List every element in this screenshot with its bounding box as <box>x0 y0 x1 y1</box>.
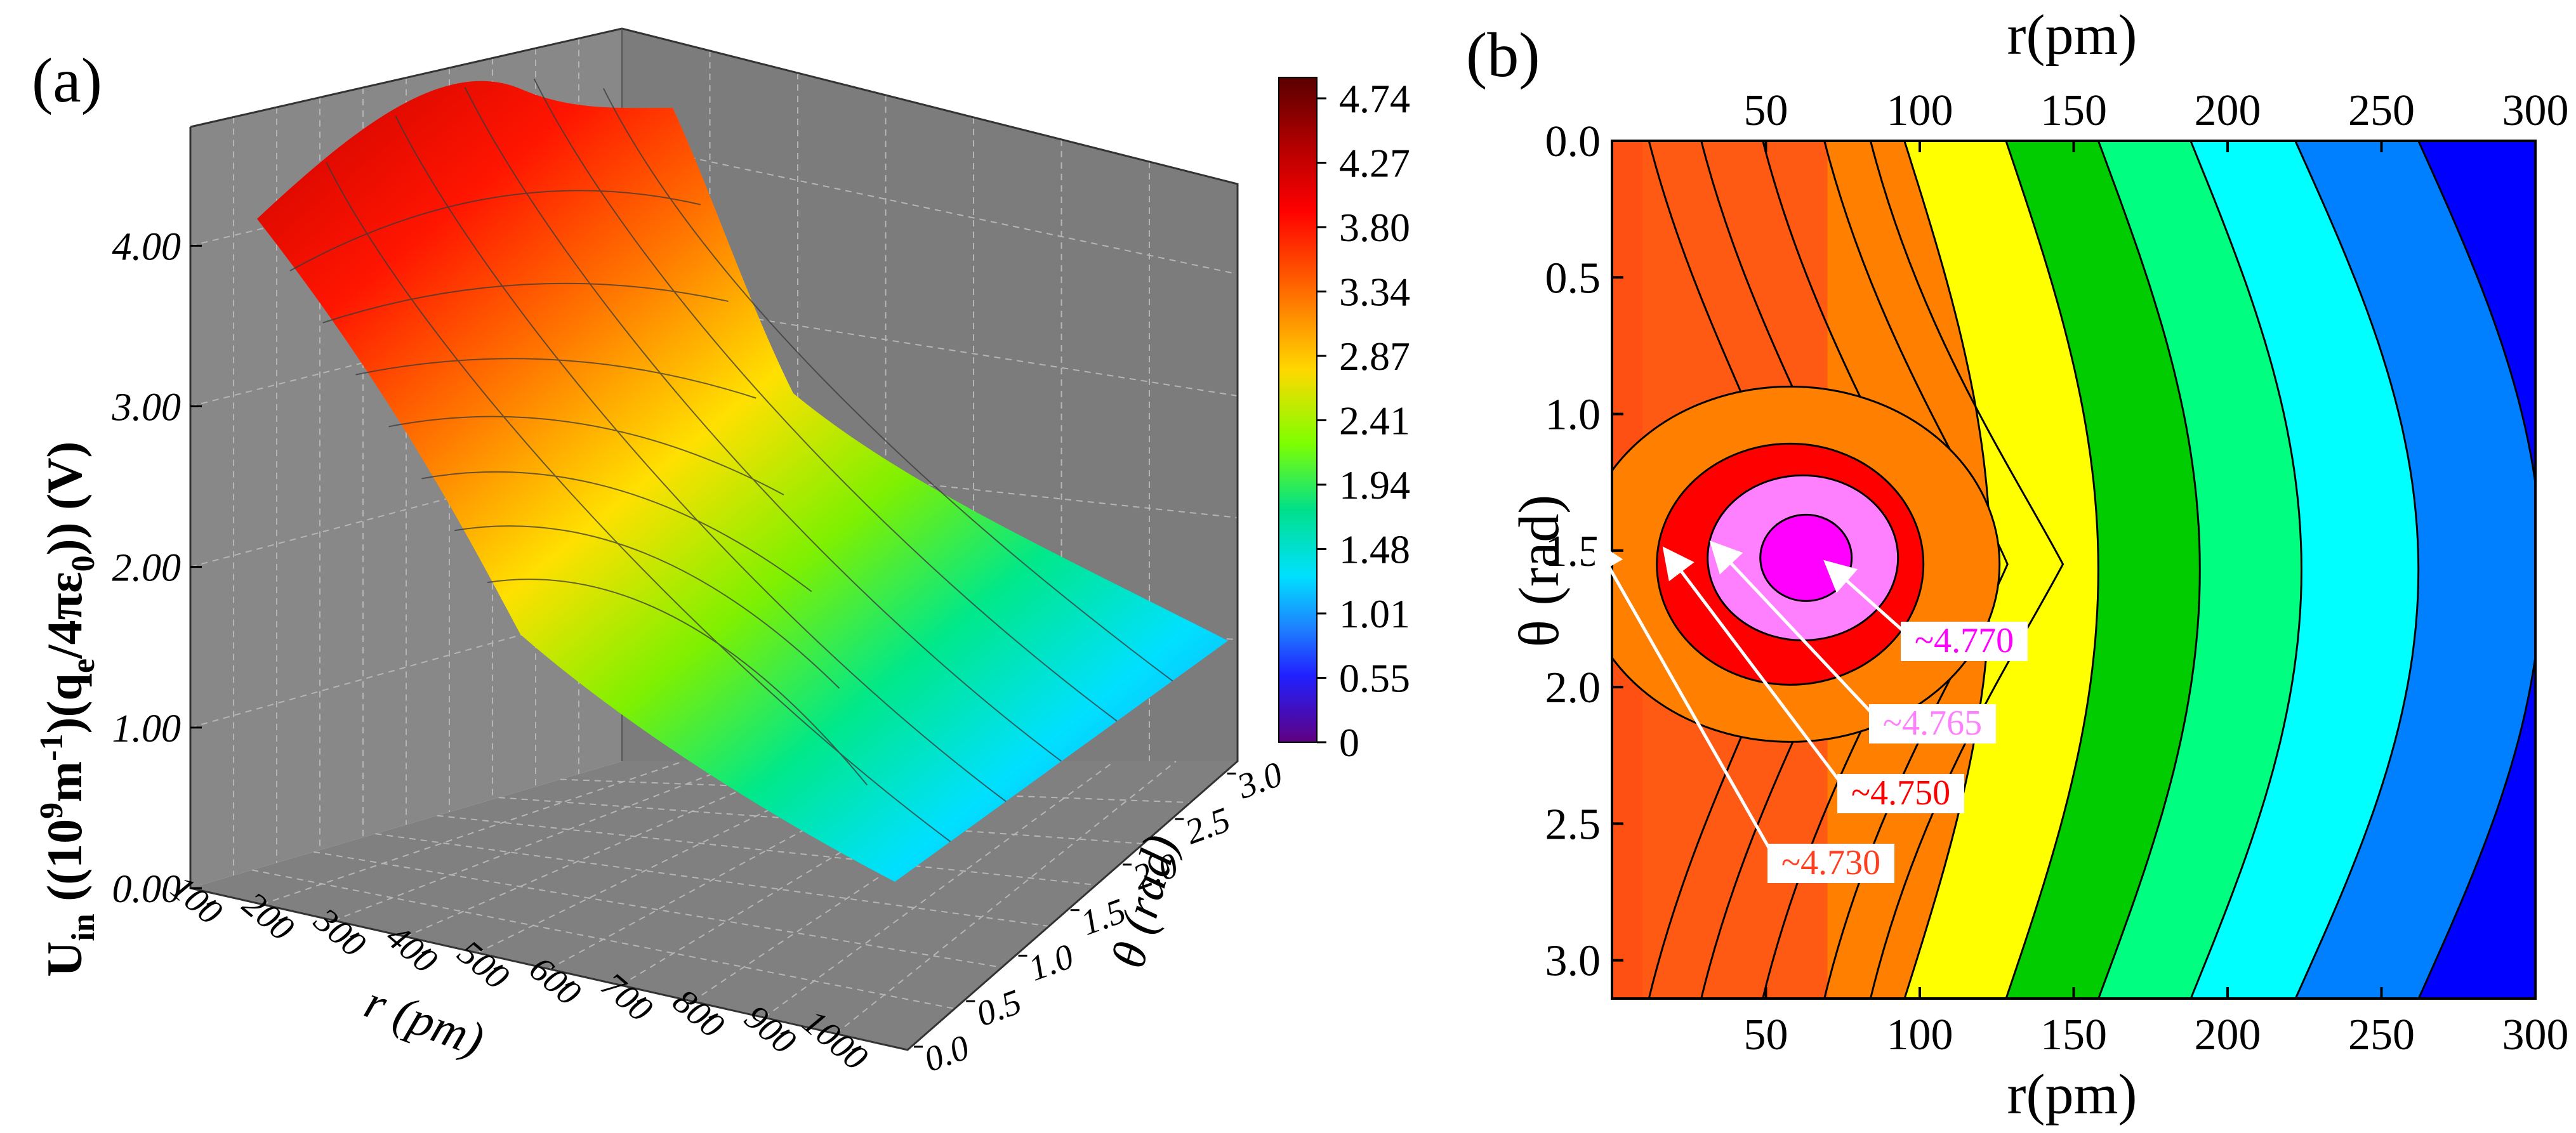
colorbar-tick-label: 1.94 <box>1339 462 1410 508</box>
z-tick-label: 1.00 <box>112 707 182 750</box>
contour-band <box>2295 141 2535 999</box>
annotation-label: ~4.750 <box>1851 773 1950 813</box>
contour-line <box>2005 141 2099 999</box>
top-x-tick-label: 200 <box>2195 86 2261 135</box>
y-tick-label: 0.0 <box>1545 117 1601 166</box>
y-tick-label: 0.5 <box>1545 254 1601 303</box>
z-tick-label: 2.00 <box>112 547 182 590</box>
colorbar-tick-label: 2.41 <box>1339 398 1410 443</box>
panel-b-label: (b) <box>1466 20 1540 90</box>
top-x-tick-label: 100 <box>1887 86 1953 135</box>
panel-b: (b) 50 100 150 200 250 300 50 100 150 200 250 300 … <box>1466 4 2569 1126</box>
contour-line <box>2097 141 2201 999</box>
floor <box>190 761 1238 1050</box>
colorbar-tick-label: 4.74 <box>1339 76 1410 121</box>
contour-loop-4770 <box>1759 513 1853 602</box>
colorbar-tick-label: 3.80 <box>1339 205 1410 250</box>
colorbar <box>1278 77 1318 743</box>
top-x-tick-label: 150 <box>2040 86 2107 135</box>
y-tick-label: 3.0 <box>1545 937 1601 986</box>
contour-line <box>1869 141 2064 999</box>
colorbar-ticks: 4.74 4.27 3.80 3.34 2.87 2.41 1.94 1.48 1.01 0.55… <box>1317 76 1410 765</box>
annotation-box <box>1767 844 1894 883</box>
colorbar-tick-label: 4.27 <box>1339 141 1410 186</box>
annotation-arrow <box>1709 540 1877 718</box>
annotation-box <box>1869 704 1996 743</box>
y-tick-label: 1.5 <box>1545 527 1601 576</box>
colorbar-tick-label: 1.01 <box>1339 591 1410 636</box>
z-tick-label: 3.00 <box>112 386 182 429</box>
z-tick-label: 4.00 <box>112 225 182 268</box>
contour-annotations: ~4.770 ~4.765 ~4.750 ~4.730 <box>1593 539 2028 883</box>
bottom-x-tick-label: 50 <box>1744 1011 1788 1059</box>
bottom-x-tick-label: 150 <box>2040 1011 2107 1059</box>
theta-tick-label: 3.0 <box>1232 754 1288 807</box>
annotation-arrow <box>1662 546 1845 788</box>
top-x-tick-label: 250 <box>2348 86 2415 135</box>
bottom-x-tick-label: 300 <box>2502 1011 2569 1059</box>
theta-tick-label: 0.5 <box>971 982 1026 1034</box>
surface-mesh-lines <box>289 78 1173 842</box>
theta-tick-label: 1.0 <box>1024 936 1079 988</box>
colorbar-tick-label: 0.55 <box>1339 656 1410 701</box>
top-x-tick-label: 50 <box>1744 86 1788 135</box>
theta-tick-label: 2.5 <box>1180 800 1236 852</box>
colorbar-tick-label: 1.48 <box>1339 527 1410 572</box>
panel-a-label: (a) <box>32 45 102 115</box>
annotation-box <box>1901 622 2028 661</box>
left-y-ticks: 0.0 0.5 1.0 1.5 2.0 2.5 3.0 <box>1545 117 1623 986</box>
r-axis-label: r (pm) <box>358 975 491 1067</box>
z-axis-ticks: 0.00 1.00 2.00 3.00 4.00 <box>112 225 202 911</box>
contour-line <box>1823 141 2009 999</box>
colorbar-tick-label: 0 <box>1339 720 1359 765</box>
contour-plot <box>1612 141 2535 999</box>
top-x-label: r(pm) <box>2007 4 2137 67</box>
top-x-ticks: 50 100 150 200 250 300 <box>1744 86 2569 152</box>
bottom-x-tick-label: 200 <box>2195 1011 2261 1059</box>
z-axis-label: Uin ((109m-1)(qe/4πε0)) (V) <box>34 442 102 977</box>
bottom-x-label: r(pm) <box>2007 1063 2137 1126</box>
annotation-label: ~4.765 <box>1883 704 1982 743</box>
potential-surface <box>257 81 1228 882</box>
theta-tick-label: 0.0 <box>919 1028 974 1080</box>
y-tick-label: 2.5 <box>1545 800 1601 849</box>
annotation-arrow <box>1593 539 1776 858</box>
annotation-label: ~4.730 <box>1781 843 1880 882</box>
top-x-tick-label: 300 <box>2502 86 2569 135</box>
z-tick-label: 0.00 <box>112 868 182 911</box>
bottom-x-ticks: 50 100 150 200 250 300 <box>1744 987 2569 1059</box>
colorbar-tick-label: 2.87 <box>1339 334 1410 379</box>
contour-line <box>2417 141 2535 999</box>
y-axis-label: θ (rad) <box>1508 495 1571 647</box>
contour-line <box>2294 141 2420 999</box>
bottom-x-tick-label: 250 <box>2348 1011 2415 1059</box>
annotation-label: ~4.770 <box>1915 621 2014 660</box>
y-tick-label: 1.0 <box>1545 391 1601 440</box>
annotation-arrow <box>1823 560 1908 636</box>
bottom-x-tick-label: 100 <box>1887 1011 1953 1059</box>
panel-a: (a) 0.001.002.003.004.00 100 200 300 400 500… <box>32 27 1410 1080</box>
colorbar-tick-label: 3.34 <box>1339 270 1410 315</box>
annotation-box <box>1837 774 1964 813</box>
y-tick-label: 2.0 <box>1545 664 1601 712</box>
contour-line <box>2190 141 2302 999</box>
